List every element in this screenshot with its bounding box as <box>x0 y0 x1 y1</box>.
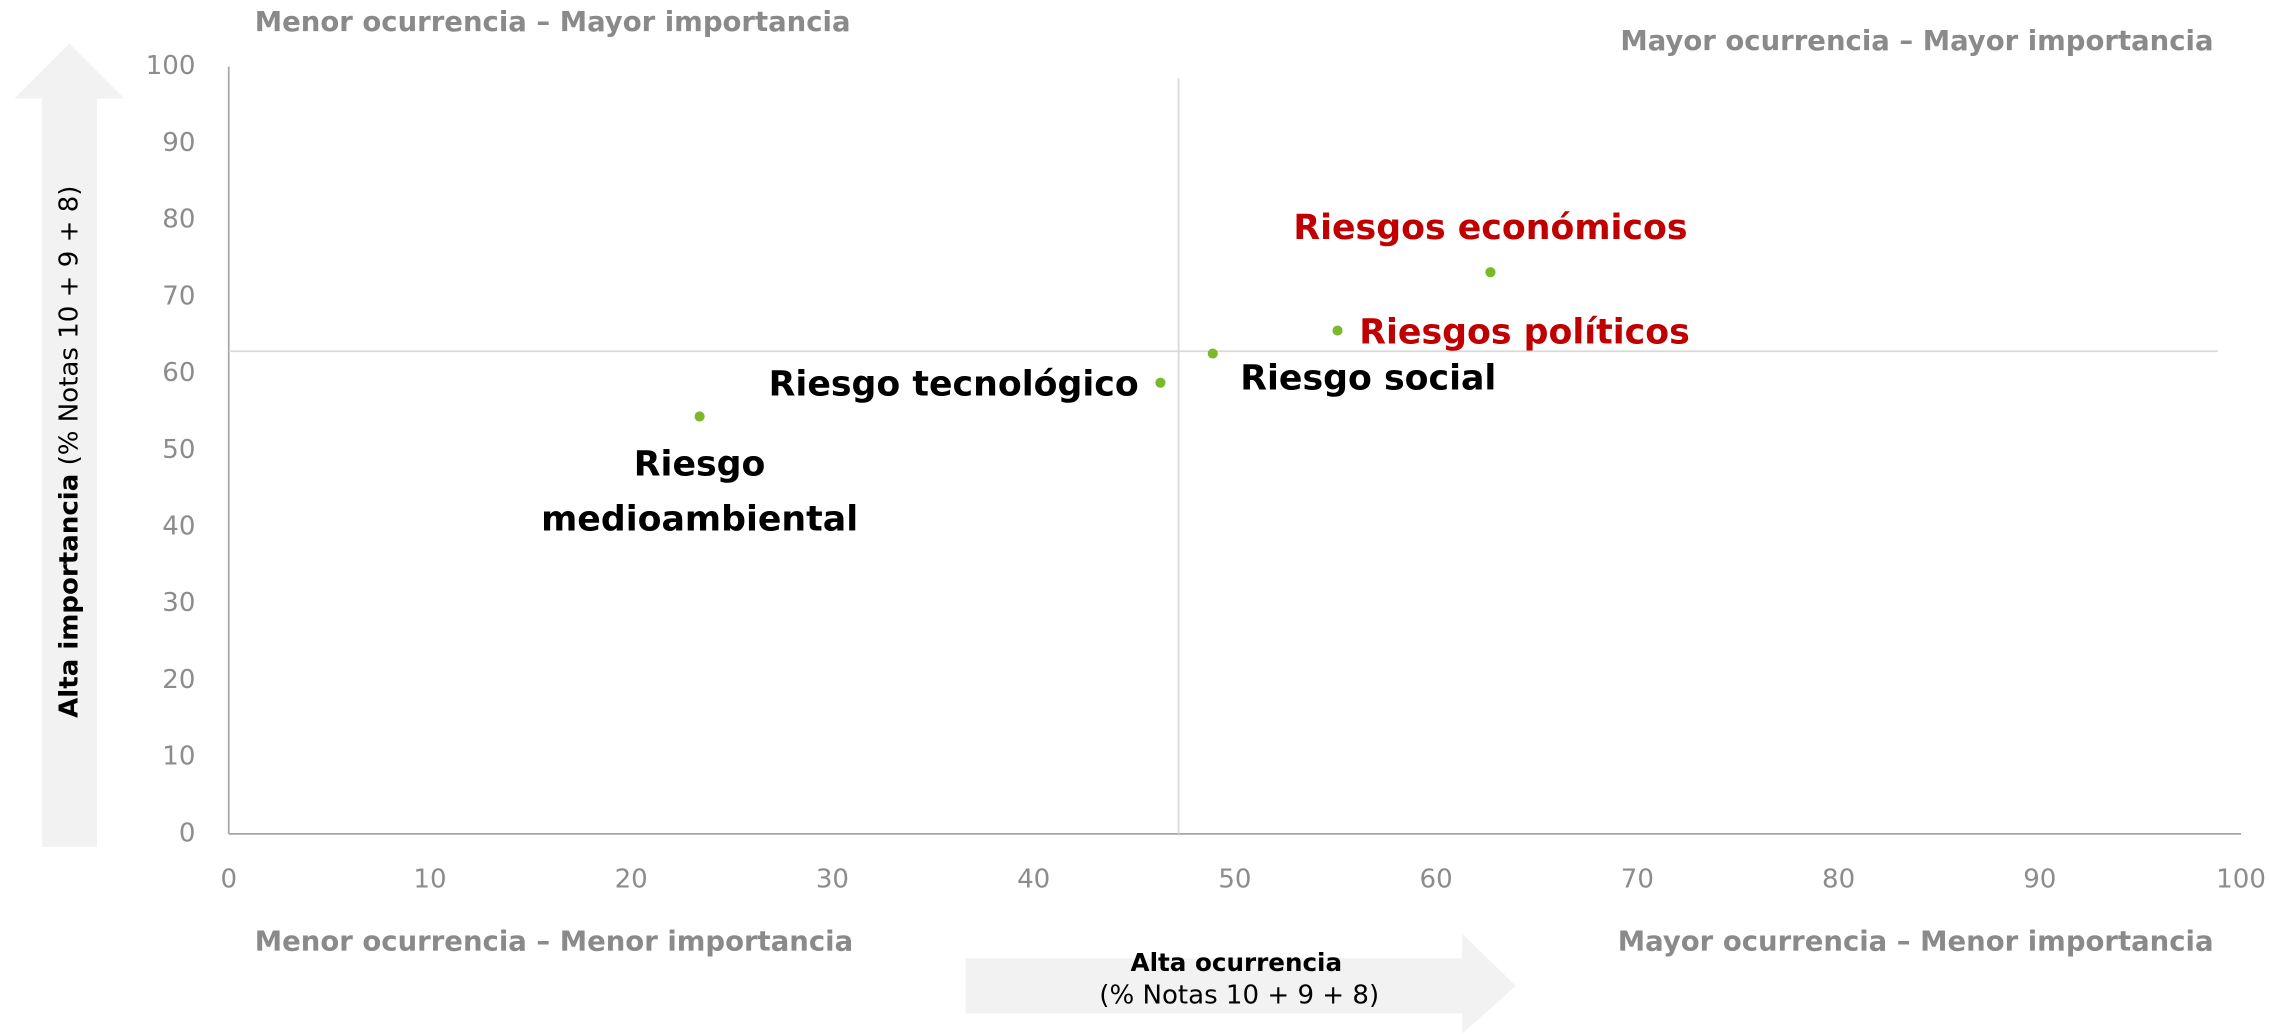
x-tick-label: 20 <box>615 865 648 895</box>
quadrant-label: Mayor ocurrencia – Menor importancia <box>1618 925 2214 957</box>
y-axis-title-main: Alta importancia <box>54 474 84 718</box>
point <box>1155 377 1166 388</box>
point-label-line: Riesgo <box>634 445 766 485</box>
x-tick-label: 40 <box>1017 865 1050 895</box>
point-label: Riesgos económicos <box>1293 208 1687 248</box>
point-label: Riesgos políticos <box>1359 312 1690 352</box>
point <box>1485 267 1496 278</box>
x-axis-subtitle: (% Notas 10 + 9 + 8) <box>1099 981 1379 1011</box>
y-tick-label: 0 <box>179 818 196 848</box>
y-tick-label: 80 <box>162 205 195 235</box>
x-tick-label: 30 <box>816 865 849 895</box>
y-axis-title-sub: (% Notas 10 + 9 + 8) <box>54 186 84 466</box>
point-label: Riesgo social <box>1240 359 1496 399</box>
x-tick-label: 90 <box>2023 865 2056 895</box>
point-label: Riesgo medioambiental <box>541 445 858 540</box>
y-tick-label: 90 <box>162 128 195 158</box>
x-tick-label: 100 <box>2216 865 2266 895</box>
y-axis-title: Alta importancia (% Notas 10 + 9 + 8) <box>54 186 84 718</box>
quadrant-label: Menor ocurrencia – Mayor importancia <box>255 6 851 38</box>
y-tick-label: 60 <box>162 358 195 388</box>
point <box>1332 325 1343 336</box>
point <box>694 411 705 422</box>
y-tick-label: 50 <box>162 435 195 465</box>
x-tick-label: 60 <box>1420 865 1453 895</box>
x-tick-label: 0 <box>220 865 237 895</box>
point-label: Riesgo tecnológico <box>769 365 1139 405</box>
y-tick-label: 100 <box>146 51 196 81</box>
y-tick-label: 30 <box>162 588 195 618</box>
y-tick-label: 70 <box>162 281 195 311</box>
quadrant-label: Mayor ocurrencia – Mayor importancia <box>1620 25 2213 57</box>
x-tick-label: 10 <box>413 865 446 895</box>
y-tick-label: 20 <box>162 665 195 695</box>
y-tick-label: 40 <box>162 511 195 541</box>
y-arrow <box>14 43 125 847</box>
quadrant-label: Menor ocurrencia – Menor importancia <box>255 925 853 957</box>
point <box>1207 348 1218 359</box>
x-tick-label: 50 <box>1218 865 1251 895</box>
x-tick-label: 80 <box>1822 865 1855 895</box>
x-arrow <box>965 933 1516 1034</box>
y-tick-label: 10 <box>162 742 195 772</box>
x-axis-title: Alta ocurrencia <box>1131 948 1343 977</box>
x-tick-label: 70 <box>1621 865 1654 895</box>
point-label-line: medioambiental <box>541 500 858 540</box>
